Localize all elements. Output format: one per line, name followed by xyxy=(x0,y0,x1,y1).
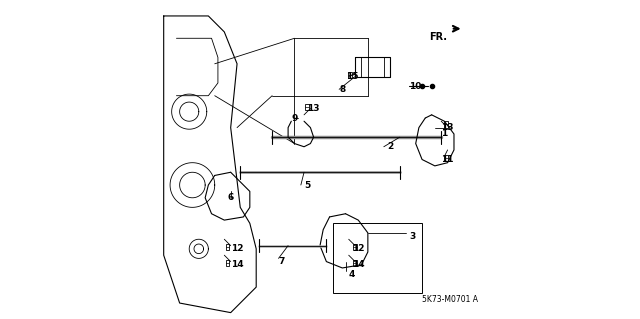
Text: 7: 7 xyxy=(278,257,285,266)
Text: 8: 8 xyxy=(339,85,346,94)
Bar xyxy=(225,260,229,266)
Text: 12: 12 xyxy=(231,244,243,253)
Bar xyxy=(444,155,448,161)
Text: 5K73-M0701 A: 5K73-M0701 A xyxy=(422,295,478,304)
Text: 14: 14 xyxy=(231,260,243,269)
Bar xyxy=(353,244,357,250)
Bar xyxy=(305,104,309,110)
Text: 10: 10 xyxy=(410,82,422,91)
Text: 13: 13 xyxy=(307,104,320,113)
Bar xyxy=(353,260,357,266)
Text: 2: 2 xyxy=(387,142,394,151)
Text: 4: 4 xyxy=(349,270,355,279)
Text: 12: 12 xyxy=(352,244,365,253)
Bar xyxy=(333,223,422,293)
Bar xyxy=(225,244,229,250)
Bar xyxy=(444,121,448,128)
Text: 6: 6 xyxy=(228,193,234,202)
Text: 1: 1 xyxy=(442,130,447,138)
Text: 5: 5 xyxy=(304,181,310,189)
Text: 15: 15 xyxy=(346,72,358,81)
Text: 11: 11 xyxy=(442,155,454,164)
Text: 9: 9 xyxy=(291,114,298,122)
Text: 14: 14 xyxy=(352,260,365,269)
Text: 3: 3 xyxy=(410,232,415,241)
Bar xyxy=(348,72,352,78)
Text: 13: 13 xyxy=(442,123,454,132)
Text: FR.: FR. xyxy=(429,32,447,42)
